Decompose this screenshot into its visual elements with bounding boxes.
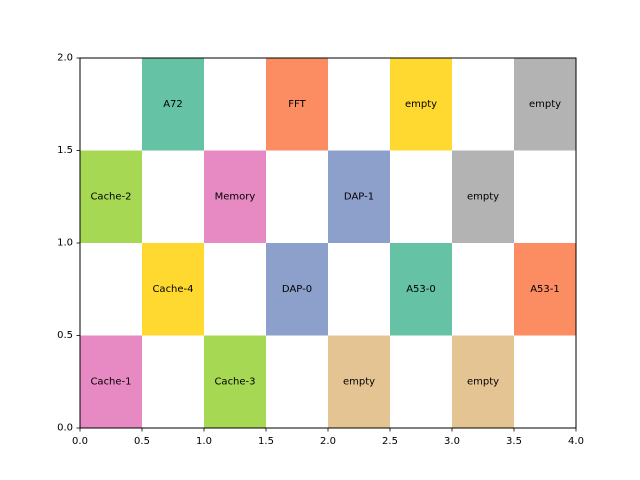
cell-block bbox=[204, 335, 266, 428]
cell-label: Memory bbox=[215, 191, 256, 202]
ticks-layer: 0.0 0.5 1.0 1.5 2.0 2.5 3.0 3.5 4.0 0.0 0.5 1.0 1.5 2… bbox=[57, 53, 584, 448]
cell-label: A53-1 bbox=[530, 284, 560, 295]
x-tick-label: 0.0 bbox=[72, 436, 88, 447]
cells-layer: Cache-1 Cache-3 empty empty Cache-4 DAP-0 A53-… bbox=[80, 58, 576, 428]
cell-block bbox=[80, 335, 142, 428]
cell-label: DAP-0 bbox=[282, 284, 312, 295]
x-tick-label: 3.5 bbox=[506, 436, 522, 447]
cell-block bbox=[266, 243, 328, 336]
cell-label: empty bbox=[343, 376, 375, 387]
cell-block bbox=[514, 243, 576, 336]
x-tick-label: 1.0 bbox=[196, 436, 212, 447]
cell-label: FFT bbox=[288, 99, 306, 110]
cell-block bbox=[204, 150, 266, 243]
x-tick-label: 2.0 bbox=[320, 436, 336, 447]
y-tick-label: 1.0 bbox=[57, 238, 73, 249]
cell-block bbox=[142, 58, 204, 151]
cell-label: empty bbox=[529, 99, 561, 110]
cell-label: empty bbox=[467, 376, 499, 387]
y-tick-label: 0.0 bbox=[57, 423, 73, 434]
x-tick-label: 0.5 bbox=[134, 436, 150, 447]
cell-block bbox=[514, 58, 576, 151]
cell-label: Cache-4 bbox=[152, 284, 193, 295]
cell-label: Cache-3 bbox=[214, 376, 255, 387]
x-tick-label: 3.0 bbox=[444, 436, 460, 447]
cell-label: A72 bbox=[163, 99, 183, 110]
cell-block bbox=[390, 243, 452, 336]
cell-block bbox=[452, 150, 514, 243]
y-tick-label: 2.0 bbox=[57, 53, 73, 64]
cell-label: Cache-1 bbox=[90, 376, 131, 387]
cell-block bbox=[390, 58, 452, 151]
cell-block bbox=[266, 58, 328, 151]
y-tick-label: 0.5 bbox=[57, 330, 73, 341]
cell-label: empty bbox=[467, 191, 499, 202]
x-tick-label: 1.5 bbox=[258, 436, 274, 447]
cell-label: A53-0 bbox=[406, 284, 436, 295]
x-tick-label: 2.5 bbox=[382, 436, 398, 447]
cell-block bbox=[142, 243, 204, 336]
plot-frame bbox=[79, 57, 577, 429]
cell-label: DAP-1 bbox=[344, 191, 374, 202]
cell-label: Cache-2 bbox=[90, 191, 131, 202]
y-tick-label: 1.5 bbox=[57, 145, 73, 156]
cell-block bbox=[328, 335, 390, 428]
cell-block bbox=[80, 150, 142, 243]
cell-block bbox=[452, 335, 514, 428]
cell-label: empty bbox=[405, 99, 437, 110]
cell-block bbox=[328, 150, 390, 243]
x-tick-label: 4.0 bbox=[568, 436, 584, 447]
